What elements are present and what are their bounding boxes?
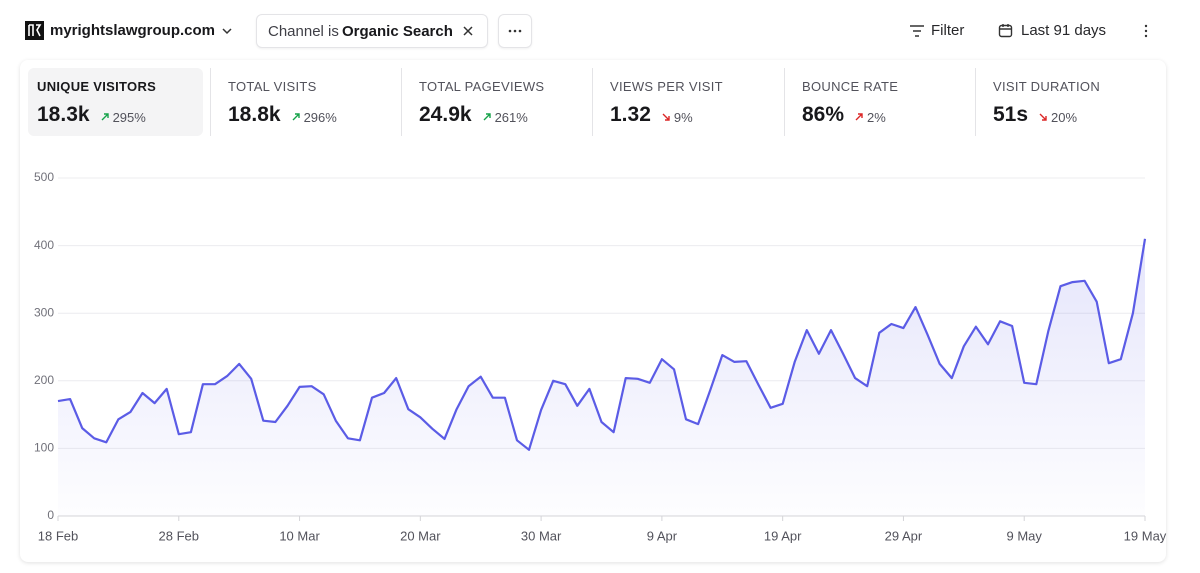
change-arrow bbox=[1039, 113, 1047, 121]
stat-tab[interactable]: TOTAL PAGEVIEWS 24.9k 261% bbox=[410, 68, 585, 136]
stat-label: VISIT DURATION bbox=[993, 79, 1101, 94]
divider bbox=[592, 68, 593, 136]
calendar-icon[interactable] bbox=[998, 23, 1013, 38]
line bbox=[57, 238, 1147, 451]
period-picker[interactable]: Last 91 days bbox=[1021, 22, 1107, 39]
stat-change: 261% bbox=[494, 110, 528, 125]
y-tick-label: 400 bbox=[34, 238, 54, 252]
x-tick-label: 18 Feb bbox=[38, 528, 78, 543]
stat-label: VIEWS PER VISIT bbox=[610, 79, 723, 94]
stat-tab[interactable]: BOUNCE RATE 86% 2% bbox=[793, 68, 968, 136]
site-name[interactable]: myrightslawgroup.com bbox=[50, 22, 216, 39]
stat-label: TOTAL VISITS bbox=[228, 79, 317, 94]
change-arrow bbox=[662, 113, 670, 121]
y-tick-label: 100 bbox=[34, 441, 54, 455]
stat-tab[interactable]: TOTAL VISITS 18.8k 296% bbox=[219, 68, 394, 136]
stat-tab[interactable]: UNIQUE VISITORS 18.3k 295% bbox=[28, 68, 203, 136]
stat-label: BOUNCE RATE bbox=[802, 79, 899, 94]
filter-label: Channel is bbox=[268, 23, 339, 40]
y-tick-label: 500 bbox=[34, 170, 54, 184]
change-arrow bbox=[855, 113, 863, 121]
y-tick-label: 200 bbox=[34, 373, 54, 387]
x-tick-label: 19 Apr bbox=[764, 528, 802, 543]
x-tick-label: 20 Mar bbox=[400, 528, 441, 543]
stat-value: 1.32 bbox=[610, 103, 651, 126]
stat-change: 296% bbox=[303, 110, 337, 125]
y-tick-label: 0 bbox=[47, 508, 54, 522]
x-tick-label: 19 May bbox=[1124, 528, 1167, 543]
stat-change: 9% bbox=[673, 110, 693, 125]
divider bbox=[210, 68, 211, 136]
remove-filter-icon[interactable] bbox=[462, 25, 474, 37]
stat-value: 86% bbox=[802, 103, 845, 126]
filter-button[interactable]: Filter bbox=[931, 22, 965, 39]
stat-change: 20% bbox=[1051, 110, 1078, 125]
change-arrow bbox=[292, 113, 300, 121]
x-tick-label: 29 Apr bbox=[885, 528, 923, 543]
divider bbox=[975, 68, 976, 136]
site-logo bbox=[25, 21, 44, 40]
stat-label: TOTAL PAGEVIEWS bbox=[419, 79, 545, 94]
stat-label: UNIQUE VISITORS bbox=[37, 79, 157, 94]
stat-value: 18.3k bbox=[37, 103, 90, 126]
filter-value: Organic Search bbox=[342, 23, 453, 40]
divider bbox=[401, 68, 402, 136]
y-tick-label: 300 bbox=[34, 305, 54, 319]
stat-tab[interactable]: VISIT DURATION 51s 20% bbox=[984, 68, 1159, 136]
more-icon bbox=[508, 29, 522, 33]
more-button[interactable] bbox=[498, 14, 532, 48]
stat-change: 295% bbox=[112, 110, 146, 125]
filter-pill[interactable]: Channel is Organic Search bbox=[256, 14, 488, 48]
filter-icon[interactable] bbox=[909, 24, 925, 38]
x-tick-label: 9 Apr bbox=[647, 528, 678, 543]
x-tick-label: 28 Feb bbox=[159, 528, 199, 543]
x-tick-label: 9 May bbox=[1007, 528, 1043, 543]
stat-value: 51s bbox=[993, 103, 1029, 126]
stat-change: 2% bbox=[867, 110, 886, 125]
stat-tab[interactable]: VIEWS PER VISIT 1.32 9% bbox=[601, 68, 776, 136]
change-arrow bbox=[101, 113, 109, 121]
area bbox=[58, 238, 1145, 517]
divider bbox=[784, 68, 785, 136]
x-tick-label: 10 Mar bbox=[279, 528, 320, 543]
stat-value: 18.8k bbox=[228, 103, 281, 126]
stat-value: 24.9k bbox=[419, 103, 472, 126]
menu-icon[interactable] bbox=[1141, 23, 1151, 39]
x-tick-label: 30 Mar bbox=[521, 528, 562, 543]
chevron-icon[interactable] bbox=[221, 26, 233, 36]
change-arrow bbox=[483, 113, 491, 121]
